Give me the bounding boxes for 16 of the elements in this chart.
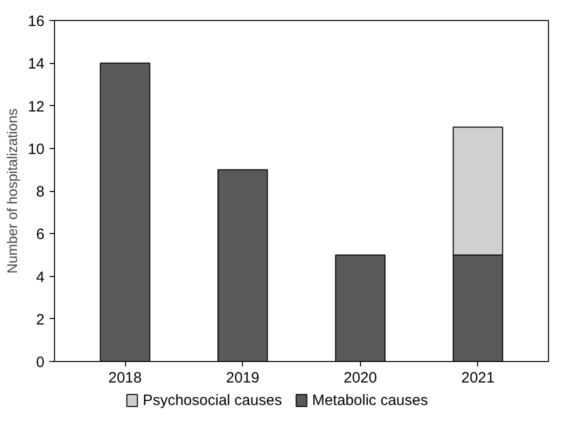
y-tick-label: 10: [28, 140, 45, 158]
y-axis-title: Number of hospitalizations: [4, 108, 20, 274]
y-tick-label: 12: [28, 98, 45, 116]
y-tick-label: 6: [36, 226, 44, 244]
y-tick-label: 16: [28, 13, 45, 30]
x-tick-label: 2021: [461, 370, 495, 386]
y-tick-label: 14: [28, 56, 45, 73]
x-tick-label: 2018: [108, 370, 142, 386]
legend-label: Metabolic causes: [312, 392, 428, 409]
x-tick-label: 2019: [226, 370, 260, 386]
legend-label: Psychosocial causes: [142, 392, 282, 409]
x-tick-label: 2020: [344, 370, 377, 386]
y-tick-label: 8: [36, 184, 44, 200]
y-tick-label: 4: [36, 268, 44, 286]
y-tick-label: 0: [36, 354, 44, 371]
y-tick-label: 2: [36, 311, 44, 328]
